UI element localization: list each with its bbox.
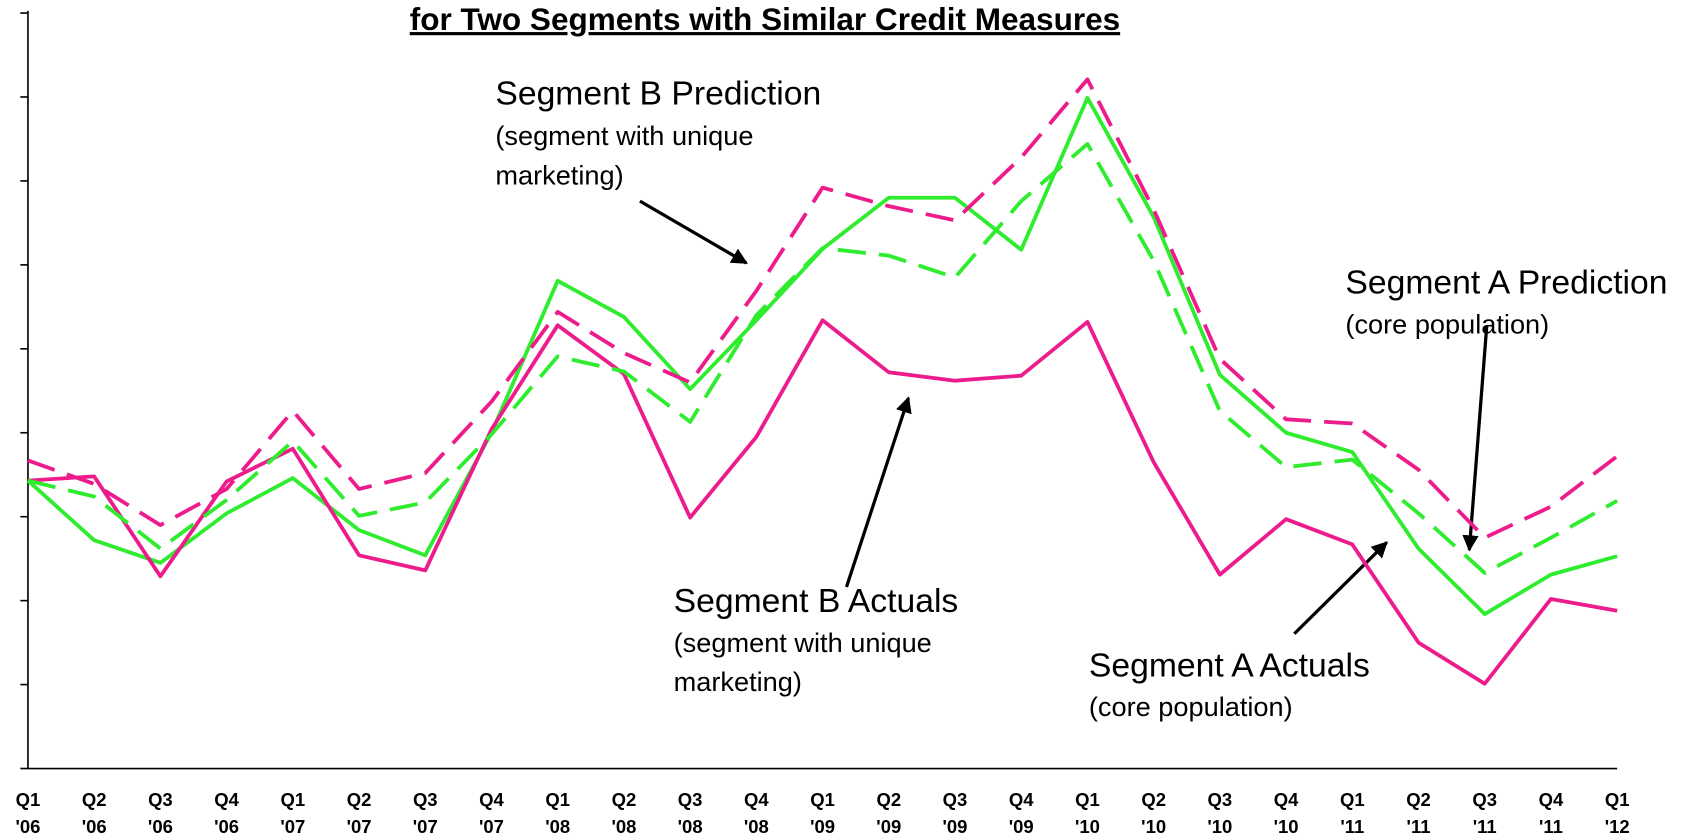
x-tick-label: '08 (611, 816, 636, 837)
x-tick-label: Q4 (1539, 789, 1564, 810)
x-tick-label: '10 (1075, 816, 1100, 837)
x-tick-label: '08 (678, 816, 703, 837)
x-tick-label: Q1 (1340, 789, 1365, 810)
x-tick-label: '06 (148, 816, 173, 837)
x-tick-label: Q4 (744, 789, 769, 810)
x-tick-label: Q4 (479, 789, 504, 810)
x-tick-label: Q3 (678, 789, 703, 810)
series-line (26, 95, 1618, 616)
x-tick-label: '11 (1340, 816, 1364, 837)
annotation-title: Segment B Actuals (674, 583, 959, 620)
x-tick-label: '06 (214, 816, 239, 837)
x-tick-label: '08 (744, 816, 769, 837)
x-tick-label: '09 (943, 816, 968, 837)
x-tick-label: '06 (82, 816, 107, 837)
x-tick-label: '07 (413, 816, 438, 837)
x-tick-label: Q1 (810, 789, 835, 810)
x-tick-label: '09 (810, 816, 835, 837)
series-line (27, 318, 1618, 686)
x-tick-label: '07 (347, 816, 372, 837)
x-tick-label: Q4 (1009, 789, 1034, 810)
arrow (1462, 325, 1489, 552)
arrow (1293, 541, 1388, 635)
x-tick-label: Q2 (82, 789, 107, 810)
x-tick-label: Q3 (943, 789, 968, 810)
x-tick-label: '10 (1141, 816, 1166, 837)
x-tick-label: Q1 (16, 789, 41, 810)
x-tick-label: Q1 (281, 789, 306, 810)
x-tick-label: Q3 (1208, 789, 1233, 810)
series-line (27, 77, 1619, 540)
arrows (639, 199, 1489, 635)
x-tick-label: '06 (15, 816, 40, 837)
x-tick-label: Q1 (1075, 789, 1100, 810)
x-tick-label: Q3 (148, 789, 173, 810)
x-tick-label: Q3 (1472, 789, 1497, 810)
x-tick-label: Q3 (413, 789, 438, 810)
annotation-note: marketing) (674, 666, 802, 697)
x-tick-label: Q2 (876, 789, 901, 810)
arrow (844, 396, 912, 588)
x-tick-label: Q2 (1406, 789, 1431, 810)
annotation-note: marketing) (495, 159, 623, 190)
annotation-title: Segment B Prediction (495, 76, 821, 113)
chart-title: for Two Segments with Similar Credit Mea… (410, 1, 1120, 37)
annotation-note: (segment with unique (495, 120, 753, 151)
x-tick-label: Q2 (1141, 789, 1166, 810)
x-tick-label: '11 (1539, 816, 1563, 837)
x-tick-label: '09 (1009, 816, 1034, 837)
x-tick-label: Q2 (347, 789, 372, 810)
annotation-title: Segment A Prediction (1345, 265, 1667, 302)
x-tick-label: '08 (545, 816, 570, 837)
x-tick-label: Q1 (545, 789, 570, 810)
annotation-note: (core population) (1089, 691, 1293, 722)
x-tick-label: Q4 (214, 789, 239, 810)
annotation-note: (segment with unique (674, 627, 932, 658)
x-tick-label: '07 (280, 816, 305, 837)
x-tick-label: '09 (876, 816, 901, 837)
x-tick-label: Q1 (1605, 789, 1630, 810)
x-tick-label: '07 (479, 816, 504, 837)
arrow (639, 199, 748, 265)
x-tick-label: Q4 (1274, 789, 1299, 810)
annotation-title: Segment A Actuals (1089, 647, 1370, 684)
x-tick-label: Q2 (612, 789, 637, 810)
series-line (27, 142, 1619, 575)
annotation-note: (core population) (1345, 308, 1549, 339)
x-tick-label: '12 (1605, 816, 1630, 837)
x-tick-label: '11 (1407, 816, 1431, 837)
x-tick-label: '10 (1207, 816, 1232, 837)
x-tick-label: '11 (1473, 816, 1497, 837)
x-tick-label: '10 (1274, 816, 1299, 837)
